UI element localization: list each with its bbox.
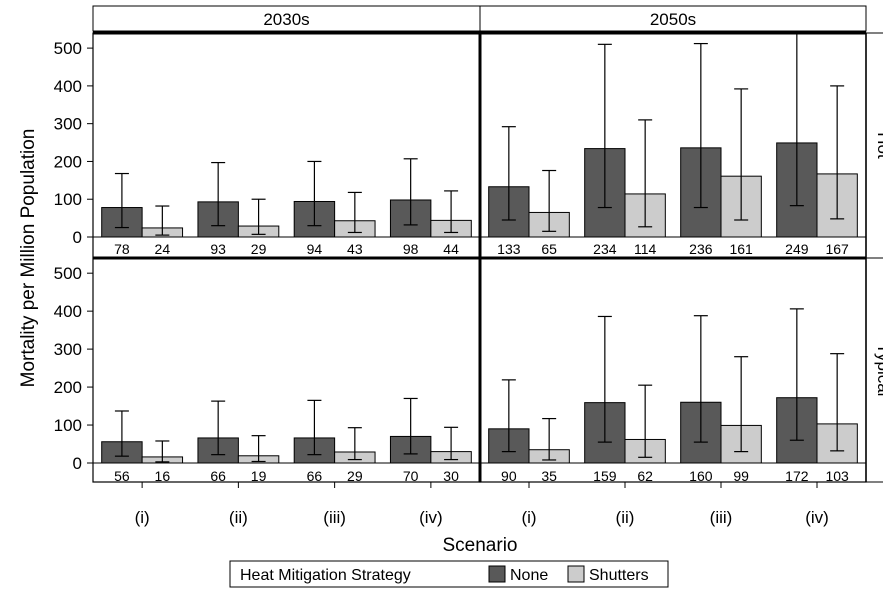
x-tick-label: (ii) [616,508,635,527]
legend-title: Heat Mitigation Strategy [240,567,411,584]
data-label-shutters: 16 [155,468,171,484]
panel-2030s-typical: 56 16 66 19 66 29 70 30 [93,397,480,484]
data-label-none: 70 [403,468,419,484]
x-tick-label: (iii) [710,508,733,527]
y-tick-label: 100 [54,190,82,209]
legend: Heat Mitigation Strategy None Shutters [229,560,669,588]
data-label-shutters: 161 [729,241,753,257]
data-label-none: 160 [689,468,713,484]
data-label-none: 78 [114,241,130,257]
data-label-shutters: 114 [634,241,657,257]
data-label-none: 98 [403,241,419,257]
data-label-none: 172 [785,468,809,484]
data-label-shutters: 29 [251,241,267,257]
data-label-none: 93 [210,241,226,257]
data-label-none: 66 [307,468,323,484]
data-label-shutters: 43 [347,241,363,257]
x-tick-label: (iii) [323,508,346,527]
data-label-shutters: 30 [443,468,459,484]
y-tick-label: 300 [54,340,82,359]
data-label-shutters: 99 [733,468,749,484]
data-label-none: 133 [497,241,521,257]
legend-swatch-shutters [567,565,585,583]
data-label-none: 94 [307,241,323,257]
data-label-none: 249 [785,241,809,257]
data-label-none: 159 [593,468,617,484]
data-label-shutters: 35 [541,468,557,484]
y-tick-label: 400 [54,302,82,321]
data-label-none: 66 [210,468,226,484]
y-tick-label: 500 [54,264,82,283]
facet-header-2050s [479,5,867,32]
data-label-shutters: 65 [541,241,557,257]
y-tick-label: 300 [54,115,82,134]
panel-2050s-hot: 133 65 234 114 236 161 249 167 [480,33,866,257]
data-label-shutters: 19 [251,468,267,484]
row-strip-label-typical: Typical [874,344,883,397]
x-tick-label: (i) [521,508,536,527]
row-strip-frame [866,257,883,483]
row-strip-label-hot: Hot [874,132,883,159]
y-tick-label: 200 [54,378,82,397]
y-axis-label: Mortality per Million Population [18,129,39,388]
data-label-none: 56 [114,468,130,484]
data-label-none: 236 [689,241,713,257]
panels: 2030s 2050s Hot Typical 0 100 200 300 400 500 0 100… [54,5,883,527]
panel-2050s-typical: 90 35 159 62 160 99 172 103 [480,308,866,484]
data-label-shutters: 44 [443,241,459,257]
data-label-shutters: 29 [347,468,363,484]
row-strip-typical: Typical [866,257,883,483]
data-label-shutters: 103 [825,468,849,484]
y-tick-label: 0 [73,454,82,473]
y-tick-label: 500 [54,39,82,58]
y-tick-label: 100 [54,416,82,435]
data-label-shutters: 62 [637,468,653,484]
row-strip-hot: Hot [866,32,883,259]
x-tick-label: (iv) [805,508,829,527]
y-tick-label: 0 [73,228,82,247]
x-tick-label: (iv) [419,508,443,527]
facet-header-label-2050s: 2050s [650,10,696,29]
y-tick-label: 400 [54,77,82,96]
legend-entry-shutters: Shutters [589,567,649,584]
x-tick-label: (ii) [229,508,248,527]
x-tick-label: (i) [135,508,150,527]
legend-swatch-none [488,565,506,583]
data-label-none: 90 [501,468,517,484]
data-label-shutters: 167 [825,241,849,257]
x-axis-label: Scenario [443,535,518,556]
legend-entry-none: None [510,567,548,584]
panel-2030s-hot: 78 24 93 29 94 43 98 44 [93,158,480,257]
data-label-none: 234 [593,241,617,257]
facet-header-2030s [92,5,481,32]
legend-frame [229,560,669,588]
y-tick-label: 200 [54,152,82,171]
facet-header-label-2030s: 2030s [263,10,309,29]
data-label-shutters: 24 [155,241,171,257]
